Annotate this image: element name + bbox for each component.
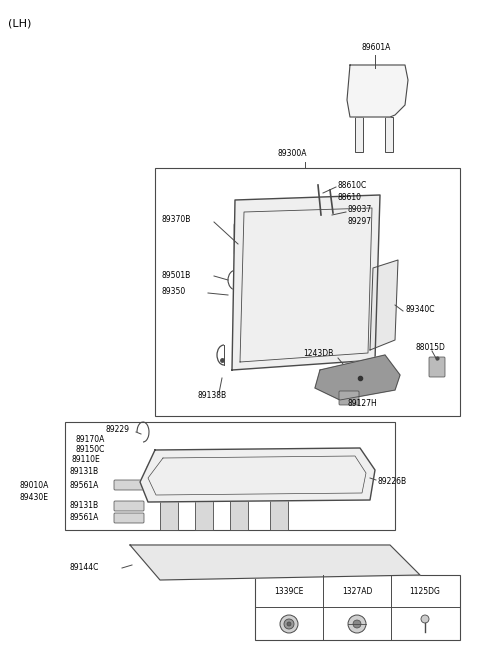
Text: 89561A: 89561A [70,480,99,489]
FancyBboxPatch shape [114,501,144,511]
Text: 89138B: 89138B [197,390,226,400]
Text: 89501B: 89501B [162,270,191,279]
Text: 89150C: 89150C [75,445,104,455]
FancyBboxPatch shape [234,223,252,255]
Polygon shape [140,448,375,502]
Circle shape [348,615,366,633]
Text: 88610C: 88610C [338,180,367,190]
Polygon shape [232,195,380,370]
Text: 88015D: 88015D [415,342,445,352]
Polygon shape [370,260,398,350]
Text: 89370B: 89370B [162,216,192,224]
Text: 1243DB: 1243DB [303,350,333,358]
Text: 89430E: 89430E [20,493,49,501]
Circle shape [353,620,361,628]
Polygon shape [130,545,420,580]
FancyBboxPatch shape [324,209,346,219]
Bar [160,500,178,530]
Text: 1327AD: 1327AD [342,586,372,596]
Circle shape [284,619,294,629]
Text: 89131B: 89131B [70,501,99,510]
Bar [270,500,288,530]
Bar [230,500,248,530]
Text: 89561A: 89561A [70,514,99,522]
FancyBboxPatch shape [114,480,144,490]
Text: 89037: 89037 [348,205,372,215]
Text: 89229: 89229 [106,426,130,434]
Polygon shape [315,355,400,400]
Polygon shape [347,65,408,117]
Text: 1125DG: 1125DG [409,586,441,596]
Text: 89350: 89350 [162,287,186,297]
Text: 89110E: 89110E [72,455,101,464]
FancyBboxPatch shape [429,357,445,377]
Text: 89340C: 89340C [405,306,434,314]
Text: 89131B: 89131B [70,468,99,476]
Bar [385,117,393,152]
Bar [255,575,460,640]
Bar [155,168,460,416]
Text: 1339CE: 1339CE [274,586,304,596]
Text: 89297: 89297 [348,218,372,226]
Circle shape [421,615,429,623]
Text: 89010A: 89010A [20,480,49,489]
Bar [355,117,363,152]
FancyBboxPatch shape [114,513,144,523]
FancyBboxPatch shape [339,391,359,405]
Text: 89601A: 89601A [362,43,391,52]
Text: 89300A: 89300A [278,149,308,158]
FancyBboxPatch shape [147,466,171,478]
Circle shape [287,622,291,626]
Bar [65,422,395,530]
Text: 88610: 88610 [338,192,362,201]
FancyBboxPatch shape [147,479,171,491]
Text: 89144C: 89144C [70,564,99,573]
Bar [195,500,213,530]
Text: (LH): (LH) [8,18,31,28]
Circle shape [280,615,298,633]
Text: 89170A: 89170A [75,436,104,445]
Text: 89127H: 89127H [348,398,378,407]
Text: 89226B: 89226B [378,478,407,487]
